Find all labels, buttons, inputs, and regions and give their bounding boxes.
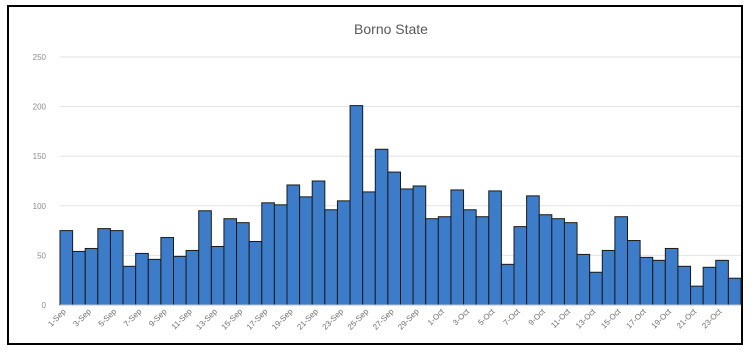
x-tick-label: 17-Sep [245,307,270,332]
bar [286,184,301,306]
x-tick-label: 23-Oct [700,307,724,331]
bar [210,245,225,306]
bar [223,218,238,306]
y-tick-label: 50 [37,251,46,260]
bar [576,253,591,306]
bar [551,218,565,306]
bar [400,188,414,306]
x-tick-label: 5-Oct [476,307,497,328]
bar [690,285,704,306]
x-tick-label: 15-Sep [220,307,245,332]
bar [248,241,263,306]
x-tick-label: 3-Oct [451,307,472,328]
bar [601,249,616,306]
x-tick-label: 7-Oct [502,307,523,328]
bar [727,277,742,306]
x-tick-label: 7-Sep [122,307,144,329]
bar [425,218,439,306]
x-axis-ticks: 1-Sep 3-Sep 5-Sep 7-Sep 9-Sep 11-Sep 13-Sep 15-… [46,307,724,332]
bar [336,200,351,306]
x-tick-label: 19-Sep [270,307,295,332]
bar [387,171,402,306]
x-tick-label: 15-Oct [599,307,623,331]
bar [97,228,111,306]
bar [437,216,452,306]
bar [261,202,275,306]
x-tick-label: 27-Sep [371,307,396,332]
bar [198,210,212,306]
y-tick-label: 200 [33,103,47,112]
bar [374,148,389,306]
y-tick-label: 0 [42,301,47,310]
bar [702,266,717,306]
x-tick-label: 19-Oct [650,307,674,331]
bar [475,216,490,306]
x-tick-label: 29-Sep [396,307,421,332]
bar [72,250,86,306]
x-tick-label: 11-Oct [549,307,572,330]
bar [450,189,465,306]
x-tick-label: 17-Oct [624,307,648,331]
bar [614,216,629,306]
bar [639,256,654,306]
bar [500,263,515,306]
bar [236,222,250,306]
bar [526,195,540,306]
bar [299,196,313,306]
bar [589,271,603,306]
x-tick-label: 21-Oct [675,307,699,331]
x-tick-label: 1-Sep [46,307,68,329]
bar [513,226,528,306]
y-tick-label: 150 [33,152,47,161]
bar [563,222,578,306]
y-tick-label: 250 [33,53,47,62]
bar [311,180,326,306]
bar [173,255,187,306]
y-axis-ticks: 0 50 100 150 200 250 [33,53,47,310]
bar [84,247,99,306]
bar [652,259,666,306]
x-tick-label: 5-Sep [97,307,119,329]
x-tick-label: 1-Oct [426,307,447,328]
bar [538,214,553,306]
bar [135,252,149,306]
x-tick-label: 13-Oct [574,307,598,331]
x-tick-label: 21-Sep [295,307,320,332]
bar [59,230,74,306]
x-tick-label: 11-Sep [170,307,195,332]
x-tick-label: 23-Sep [321,307,346,332]
bar [677,265,692,306]
bar [122,265,137,306]
bar [185,249,200,306]
bar [463,209,477,306]
x-tick-label: 9-Oct [527,307,548,328]
bar [273,204,288,306]
bar [147,258,162,306]
bar [488,190,502,306]
bar [109,230,124,306]
x-tick-label: 25-Sep [346,307,371,332]
bar [324,209,338,306]
y-tick-label: 100 [33,202,47,211]
bar [362,191,376,306]
x-tick-label: 9-Sep [147,307,169,329]
bar [412,185,427,306]
chart-title: Borno State [354,21,428,37]
x-tick-label: 3-Sep [71,307,93,329]
bar [715,259,729,306]
bar [160,237,174,306]
x-tick-label: 13-Sep [194,307,219,332]
bar [627,240,641,306]
bar [664,247,679,306]
bar [349,105,364,306]
